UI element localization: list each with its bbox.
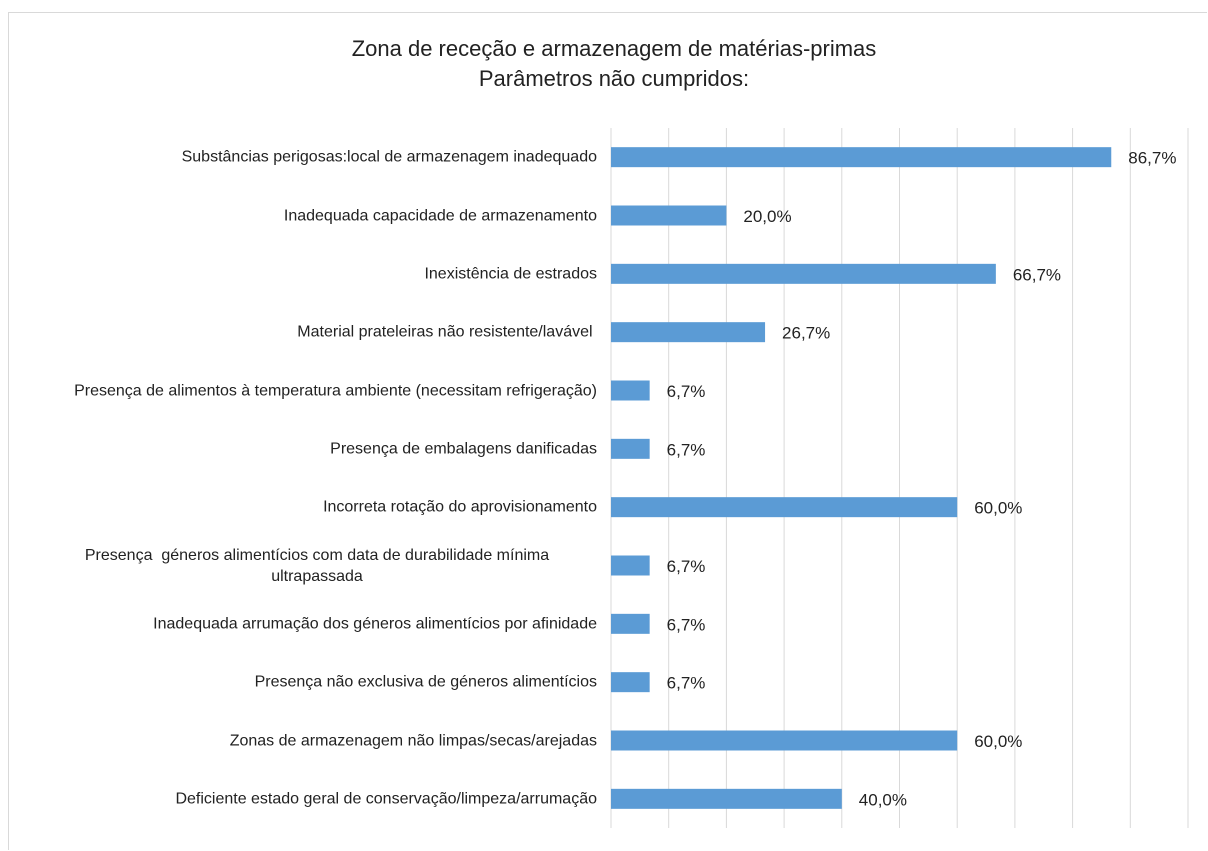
bar (611, 380, 650, 401)
chart-title: Zona de receção e armazenagem de matéria… (351, 36, 877, 61)
bar (611, 497, 958, 518)
bar (611, 147, 1112, 168)
y-tick-label: Presença de embalagens danificadas (20, 438, 597, 459)
chart-subtitle: Parâmetros não cumpridos: (478, 66, 750, 91)
data-label: 6,7% (667, 382, 706, 401)
y-tick-label-text: Inexistência de estrados (424, 265, 597, 283)
y-tick-label: Inadequada arrumação dos géneros aliment… (20, 613, 597, 634)
data-label: 20,0% (743, 207, 791, 226)
bar (611, 438, 650, 459)
y-tick-label-text: Inadequada capacidade de armazenamento (283, 207, 597, 224)
bar (611, 322, 766, 343)
data-label: 6,7% (667, 674, 706, 693)
y-tick-label-text: Deficiente estado geral de conservação/l… (175, 790, 597, 808)
y-tick-label-text: Presença de alimentos à temperatura ambi… (74, 382, 597, 399)
y-tick-label: Material prateleiras não resistente/lavá… (20, 322, 597, 343)
y-tick-label: Incorreta rotação do aprovisionamento (20, 497, 597, 518)
y-tick-label-text: Presença não exclusiva de géneros alimen… (254, 673, 597, 691)
bar (611, 205, 727, 226)
y-tick-label: Zonas de armazenagem não limpas/secas/ar… (20, 730, 597, 751)
y-tick-label: Inexistência de estrados (20, 263, 597, 284)
data-label: 6,7% (667, 615, 706, 634)
y-tick-label: Substâncias perigosas:local de armazenag… (20, 147, 597, 168)
y-tick-label: Presença géneros alimentícios com data d… (20, 545, 597, 587)
data-label: 66,7% (1013, 265, 1061, 284)
y-tick-label-text: Inadequada arrumação dos géneros aliment… (153, 615, 597, 633)
y-tick-label-text: Material prateleiras não resistente/lavá… (297, 323, 597, 341)
bar (611, 263, 996, 284)
chart-frame (8, 12, 1207, 850)
y-tick-label: Deficiente estado geral de conservação/l… (20, 788, 597, 809)
data-label: 86,7% (1128, 149, 1176, 168)
data-label: 26,7% (782, 324, 830, 343)
bar (611, 555, 650, 576)
bar (611, 730, 958, 751)
bar (611, 672, 650, 693)
bar (611, 788, 842, 809)
y-tick-label: Presença não exclusiva de géneros alimen… (20, 672, 597, 693)
y-tick-label-text: Presença géneros alimentícios com data d… (84, 546, 554, 585)
y-tick-label: Inadequada capacidade de armazenamento (20, 205, 597, 226)
y-tick-label-text: Incorreta rotação do aprovisionamento (323, 498, 597, 516)
data-label: 60,0% (974, 732, 1022, 751)
data-label: 6,7% (667, 440, 706, 459)
data-label: 6,7% (667, 557, 706, 576)
y-tick-label-text: Presença de embalagens danificadas (330, 440, 597, 458)
y-tick-label: Presença de alimentos à temperatura ambi… (20, 380, 597, 401)
y-tick-label-text: Zonas de armazenagem não limpas/secas/ar… (229, 732, 597, 749)
data-label: 60,0% (974, 499, 1022, 518)
data-label: 40,0% (859, 790, 907, 809)
bar (611, 613, 650, 634)
y-tick-label-text: Substâncias perigosas:local de armazenag… (181, 148, 597, 166)
